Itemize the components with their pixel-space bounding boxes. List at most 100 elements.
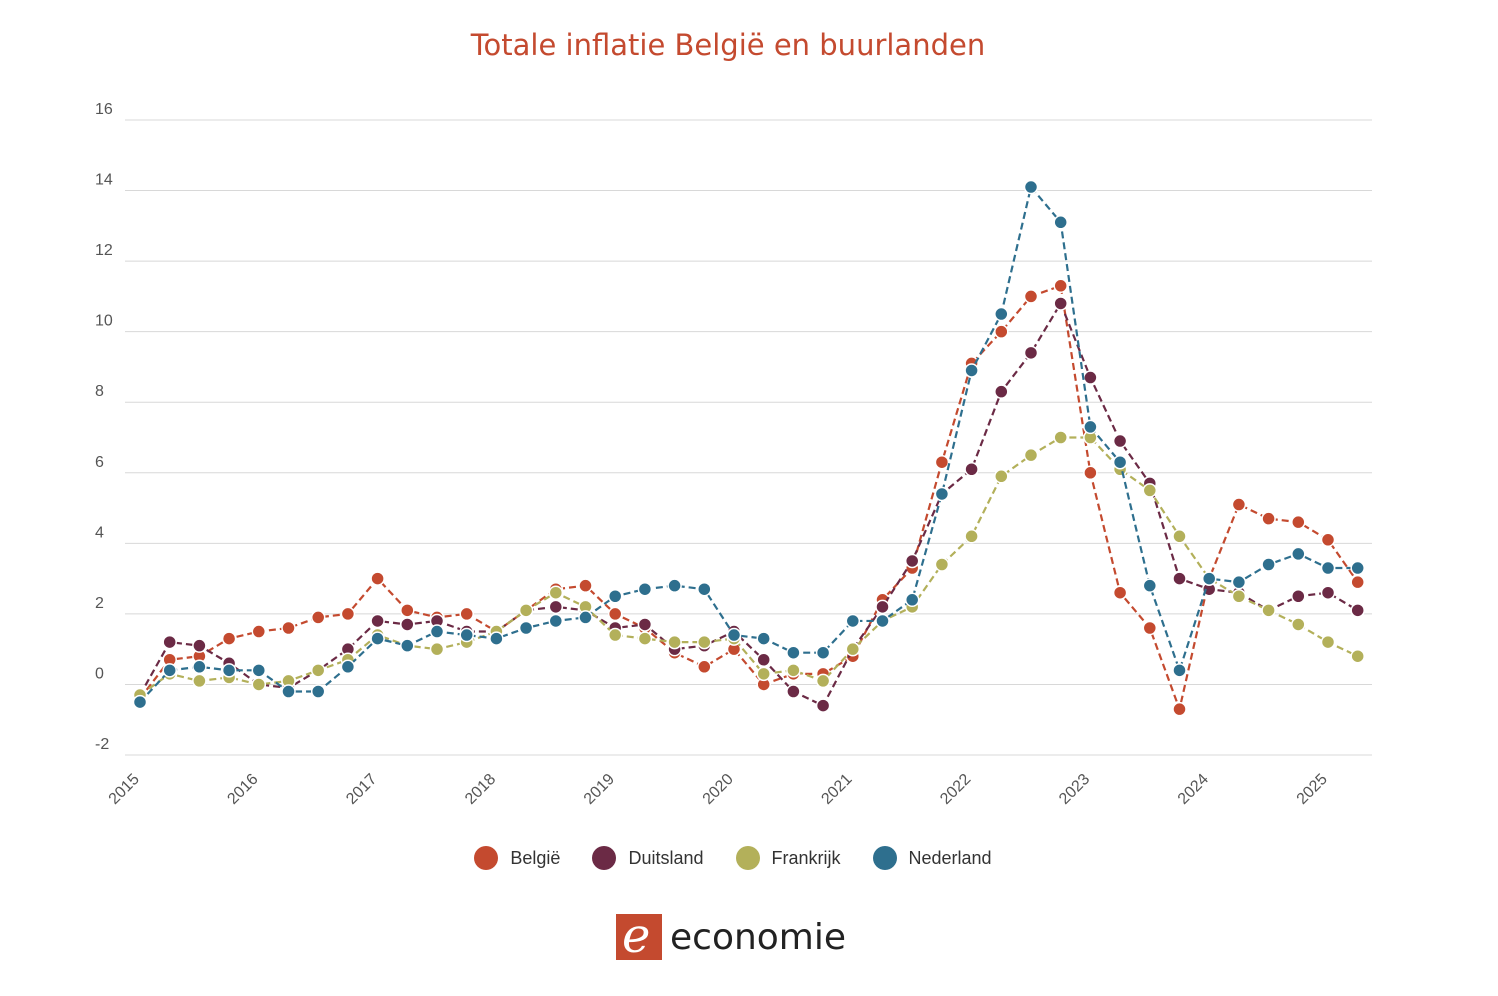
data-point-frankrijk: [786, 663, 801, 678]
x-tick-label: 2017: [343, 771, 380, 808]
data-point-nederland: [875, 613, 890, 629]
data-point-duitsland: [1112, 433, 1128, 449]
data-point-nederland: [697, 581, 712, 597]
data-point-frankrijk: [815, 673, 831, 689]
x-tick-label: 2022: [937, 771, 974, 808]
legend-item-belgie[interactable]: België: [474, 846, 560, 870]
data-point-nederland: [1261, 557, 1276, 572]
data-point-nederland: [1320, 560, 1336, 576]
data-point-belgi: [400, 603, 415, 618]
data-point-frankrijk: [192, 673, 207, 689]
legend-marker-frankrijk: [735, 846, 760, 870]
data-point-belgi: [1172, 701, 1187, 717]
data-point-nederland: [429, 624, 445, 639]
data-point-frankrijk: [1172, 529, 1187, 544]
data-point-duitsland: [1320, 585, 1336, 600]
data-point-frankrijk: [1350, 648, 1365, 664]
data-point-frankrijk: [756, 666, 771, 682]
x-tick-label: 2018: [462, 771, 499, 808]
data-point-nederland: [964, 363, 979, 378]
data-point-nederland: [1083, 419, 1098, 435]
data-point-nederland: [1023, 179, 1039, 195]
data-point-belgi: [1320, 532, 1336, 548]
data-point-nederland: [726, 627, 742, 643]
data-point-nederland: [310, 684, 326, 699]
data-point-frankrijk: [518, 603, 534, 618]
legend-marker-duitsland: [592, 846, 617, 870]
data-point-belgi: [459, 606, 474, 622]
data-point-frankrijk: [1291, 617, 1306, 632]
series-line-duitsland: [139, 300, 1359, 708]
data-point-nederland: [607, 589, 623, 604]
data-point-nederland: [578, 610, 593, 625]
data-point-duitsland: [1053, 296, 1068, 311]
data-point-belgi: [934, 454, 950, 470]
data-point-nederland: [400, 638, 415, 653]
data-point-belgi: [994, 324, 1009, 339]
data-point-duitsland: [192, 638, 207, 653]
data-point-frankrijk: [1231, 589, 1247, 604]
y-tick-label: -2: [95, 736, 109, 753]
data-point-frankrijk: [251, 677, 267, 692]
legend-marker-belgie: [474, 846, 499, 870]
y-tick-label: 10: [95, 313, 113, 330]
data-point-belgi: [310, 610, 326, 625]
x-tick-label: 2023: [1056, 771, 1093, 808]
legend-marker-nederland: [872, 846, 897, 870]
data-point-duitsland: [815, 698, 831, 713]
data-point-nederland: [281, 684, 296, 699]
data-point-frankrijk: [1053, 430, 1068, 445]
data-point-belgi: [1291, 514, 1306, 530]
legend-label-nederland: Nederland: [908, 847, 992, 868]
data-point-frankrijk: [607, 627, 623, 643]
data-point-duitsland: [1350, 603, 1365, 618]
data-point-frankrijk: [934, 557, 950, 572]
data-point-belgi: [1023, 289, 1039, 304]
data-point-nederland: [845, 613, 861, 629]
data-point-duitsland: [370, 613, 385, 629]
data-point-belgi: [1261, 511, 1276, 526]
legend-label-frankrijk: Frankrijk: [771, 847, 841, 868]
data-point-nederland: [637, 581, 653, 597]
data-point-nederland: [192, 659, 207, 675]
data-point-nederland: [1172, 663, 1187, 678]
y-tick-label: 16: [95, 101, 113, 118]
legend-item-nederland[interactable]: Nederland: [872, 846, 992, 870]
x-tick-label: 2020: [700, 771, 737, 808]
economie-logo: e economie: [616, 908, 846, 964]
data-point-duitsland: [1172, 571, 1187, 586]
x-tick-label: 2025: [1294, 771, 1331, 808]
data-point-nederland: [1142, 578, 1158, 593]
data-point-duitsland: [1023, 345, 1039, 361]
data-point-nederland: [132, 694, 148, 710]
data-point-nederland: [548, 613, 564, 629]
chart-title: Totale inflatie België en buurlanden: [470, 28, 986, 62]
data-point-nederland: [667, 578, 682, 593]
data-point-nederland: [489, 631, 504, 646]
data-point-belgi: [281, 620, 296, 636]
data-point-belgi: [340, 606, 356, 622]
data-point-nederland: [815, 645, 831, 660]
y-tick-label: 4: [95, 524, 104, 541]
data-point-nederland: [251, 663, 267, 678]
legend-item-duitsland[interactable]: Duitsland: [592, 846, 704, 870]
data-point-belgi: [578, 578, 593, 593]
data-point-nederland: [370, 631, 385, 646]
y-tick-label: 14: [95, 172, 113, 189]
data-point-belgi: [1142, 620, 1158, 636]
data-point-nederland: [1201, 571, 1217, 586]
legend-item-frankrijk[interactable]: Frankrijk: [735, 846, 841, 870]
data-point-nederland: [459, 627, 474, 643]
data-point-nederland: [756, 631, 771, 646]
data-point-frankrijk: [667, 634, 682, 650]
data-point-frankrijk: [994, 469, 1009, 484]
data-point-belgi: [1231, 497, 1247, 512]
data-point-nederland: [1350, 560, 1365, 576]
x-tick-label: 2015: [106, 771, 143, 808]
data-point-belgi: [1053, 278, 1068, 294]
y-tick-label: 0: [95, 665, 104, 682]
x-tick-label: 2016: [224, 771, 261, 808]
logo-mark: e: [616, 908, 662, 964]
data-point-duitsland: [964, 462, 979, 477]
data-point-belgi: [251, 624, 267, 639]
